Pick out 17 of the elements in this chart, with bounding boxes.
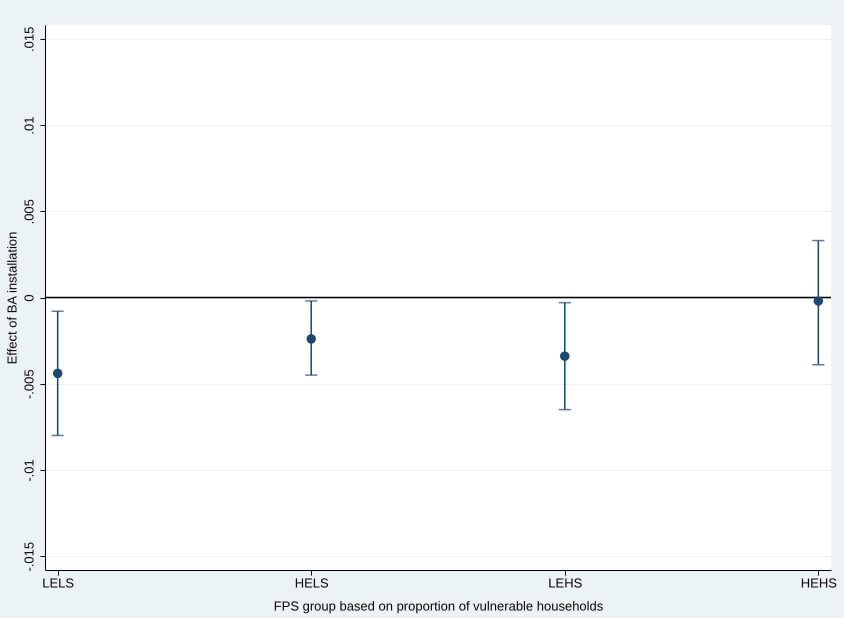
x-tick-label: LEHS [548, 576, 583, 590]
y-tick-label: -.005 [22, 369, 36, 400]
y-tick-label: 0 [22, 294, 36, 302]
y-tick-label: .015 [22, 26, 36, 52]
y-tick-label: .005 [22, 199, 36, 224]
y-axis-title: Effect of BA installation [4, 232, 20, 364]
x-tick-label: HELS [294, 576, 330, 590]
point [52, 368, 62, 378]
x-axis-title: FPS group based on proportion of vulnerable households [274, 598, 604, 614]
y-tick-label: .01 [22, 116, 36, 135]
y-tick-label: -.01 [22, 459, 36, 482]
x-tick-label: LELS [42, 576, 74, 590]
point [306, 334, 316, 344]
point [814, 296, 824, 306]
x-tick-label: HEHS [800, 576, 838, 590]
point [560, 351, 570, 361]
y-tick-label: -.015 [22, 542, 36, 572]
